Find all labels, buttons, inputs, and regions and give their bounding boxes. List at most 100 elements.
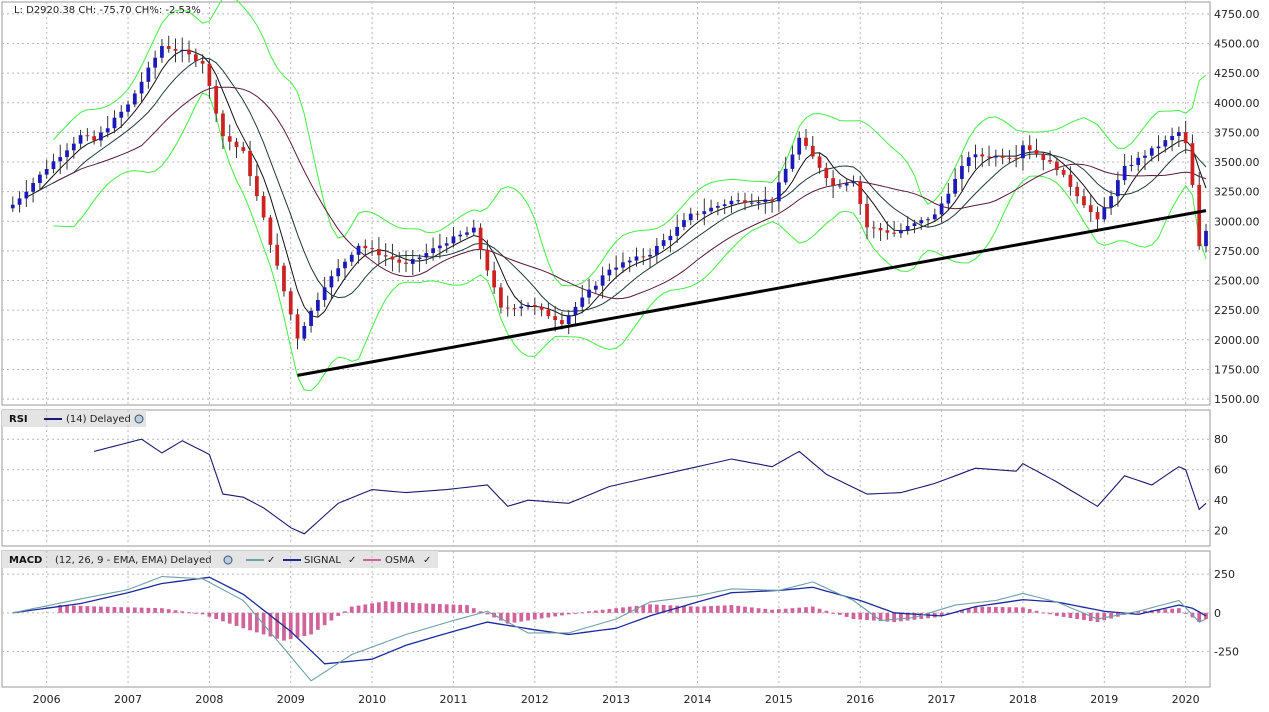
candle-up <box>38 174 42 184</box>
candle-up <box>607 269 612 276</box>
osma-bar <box>905 612 910 621</box>
candle-down <box>1041 154 1046 161</box>
sma-mid-line <box>39 57 1207 312</box>
macd-y-axis: 250 0 -250 <box>1214 568 1239 658</box>
candle-down <box>1068 174 1073 187</box>
candle-up <box>1204 230 1208 247</box>
candle-down <box>1014 157 1019 159</box>
osma-bar <box>200 612 205 615</box>
y-tick-label: 80 <box>1214 433 1228 446</box>
candle-down <box>1075 186 1080 197</box>
macd-settings-icon[interactable] <box>223 555 233 565</box>
osma-bar <box>444 604 449 613</box>
osma-bar <box>214 612 219 619</box>
osma-bar <box>532 612 537 620</box>
candle-up <box>763 199 768 203</box>
candle-down <box>173 48 178 51</box>
osma-bar <box>614 608 619 613</box>
osma-bar <box>119 607 124 613</box>
osma-bar <box>132 607 137 613</box>
signal-legend-check-icon[interactable]: ✓ <box>348 555 356 566</box>
y-tick-label: 2250.00 <box>1214 304 1260 317</box>
osma-bar <box>295 612 300 638</box>
candle-up <box>51 161 56 170</box>
osma-legend-check-icon[interactable]: ✓ <box>423 555 431 566</box>
osma-bar <box>641 605 646 613</box>
candle-up <box>919 220 924 224</box>
osma-bar <box>946 612 951 614</box>
candle-up <box>587 289 591 298</box>
rsi-grid <box>2 410 1210 546</box>
macd-line <box>12 575 1207 682</box>
candle-up <box>417 257 422 260</box>
rsi-settings-icon[interactable] <box>134 414 144 424</box>
candle-up <box>1177 132 1181 136</box>
osma-bar <box>112 606 117 613</box>
osma-bar <box>1054 612 1059 616</box>
candle-up <box>729 200 734 205</box>
osma-bar <box>417 603 422 613</box>
osma-bar <box>166 609 171 613</box>
candle-up <box>926 219 930 221</box>
osma-bar <box>851 612 856 619</box>
candle-up <box>600 275 605 286</box>
osma-bar <box>180 611 185 613</box>
osma-bar <box>675 605 680 613</box>
y-tick-label: 3250.00 <box>1214 186 1260 199</box>
candle-up <box>783 168 788 183</box>
candle-down <box>227 136 232 142</box>
osma-bar <box>431 603 435 613</box>
osma-bar <box>1204 612 1208 619</box>
x-tick-label: 2012 <box>521 693 549 706</box>
osma-bar <box>499 612 503 621</box>
candle-up <box>1149 148 1154 156</box>
candle-down <box>234 141 239 148</box>
candle-down <box>166 46 171 49</box>
candle-up <box>593 285 598 290</box>
candle-up <box>1115 180 1120 197</box>
price-panel: 1500.00 1750.00 2000.00 2250.00 2500.00 2750.… <box>1 0 1260 406</box>
osma-bar <box>566 612 571 615</box>
candle-down <box>892 232 897 234</box>
y-tick-label: 40 <box>1214 494 1228 507</box>
candle-up <box>343 261 347 269</box>
candle-down <box>288 291 293 315</box>
candle-down <box>1027 145 1032 151</box>
macd-panel-title: MACD <box>9 555 42 566</box>
candle-down <box>831 178 835 186</box>
candle-up <box>932 214 937 220</box>
osma-bar <box>885 612 890 622</box>
candle-down <box>865 203 869 228</box>
candle-down <box>485 249 490 271</box>
candle-up <box>621 262 625 268</box>
osma-bar <box>1048 612 1052 615</box>
candle-down <box>370 248 374 250</box>
osma-bar <box>343 611 347 613</box>
osma-bar <box>336 612 341 616</box>
osma-bar <box>654 604 659 613</box>
candle-up <box>99 132 103 141</box>
candle-up <box>1021 145 1025 159</box>
candle-up <box>438 245 442 249</box>
candle-down <box>268 217 273 245</box>
candle-up <box>329 276 334 288</box>
candle-down <box>1048 160 1052 162</box>
candle-down <box>404 262 408 264</box>
candle-down <box>532 304 537 307</box>
x-tick-label: 2008 <box>195 693 223 706</box>
candle-down <box>1183 132 1188 144</box>
y-tick-label: 250 <box>1214 568 1235 581</box>
candle-down <box>248 150 252 177</box>
candle-down <box>383 255 388 257</box>
osma-bar <box>797 607 802 613</box>
osma-bar <box>1156 609 1161 613</box>
x-tick-label: 2007 <box>114 693 142 706</box>
osma-bar <box>322 612 327 626</box>
osma-bar <box>1082 612 1086 621</box>
candle-down <box>377 249 381 256</box>
candle-up <box>627 260 632 263</box>
candle-up <box>1129 164 1134 166</box>
macd-legend-check-icon[interactable]: ✓ <box>267 555 275 566</box>
osma-bar <box>790 608 795 613</box>
osma-bar <box>126 607 130 613</box>
